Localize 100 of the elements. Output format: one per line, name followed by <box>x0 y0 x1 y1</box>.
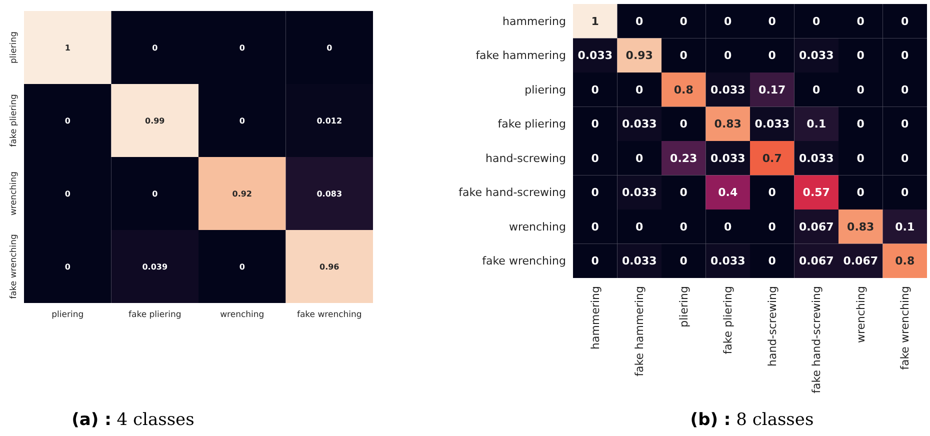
data-label: 0 <box>856 14 865 28</box>
data-label: 0 <box>768 254 776 268</box>
data-label: 0.4 <box>718 186 738 200</box>
data-label: 0.033 <box>710 83 746 96</box>
data-label: 0 <box>591 186 600 200</box>
data-label: 0 <box>636 152 644 165</box>
data-label: 0 <box>152 189 158 198</box>
data-label: 0.1 <box>895 220 915 234</box>
x-tick-label: fake hand-screwing <box>810 286 824 394</box>
data-label: 0 <box>591 254 600 268</box>
data-label: 0.17 <box>758 83 786 96</box>
data-label: 0 <box>239 262 246 272</box>
data-label: 0 <box>901 152 910 165</box>
data-label: 0.23 <box>670 152 698 165</box>
data-label: 0 <box>591 118 600 131</box>
data-label: 0.93 <box>626 49 653 62</box>
x-tick-label: fake pliering <box>722 286 735 354</box>
data-label: 0.067 <box>798 220 834 234</box>
data-label: 0 <box>768 186 776 200</box>
data-label: 0 <box>326 43 333 52</box>
y-tick-label: fake wrenching <box>482 254 566 268</box>
data-label: 0 <box>901 49 910 62</box>
y-tick-label: hand-screwing <box>486 152 566 165</box>
data-label: 0 <box>636 220 644 234</box>
x-tick-label: fake pliering <box>128 310 182 320</box>
x-tick-label: fake wrenching <box>898 286 912 370</box>
data-label: 0 <box>856 83 865 96</box>
y-tick-label: pliering <box>524 83 566 96</box>
data-label: 0 <box>64 116 71 126</box>
data-label: 0.067 <box>843 254 878 268</box>
data-label: 0.033 <box>710 152 746 165</box>
data-label: 0 <box>64 262 71 272</box>
data-label: 0 <box>768 49 776 62</box>
data-label: 0.067 <box>798 254 834 268</box>
data-label: 0 <box>239 116 246 126</box>
data-label: 0 <box>64 189 71 198</box>
data-label: 0 <box>591 152 600 165</box>
x-tick-label: pliering <box>677 286 690 328</box>
data-label: 0.039 <box>142 262 168 272</box>
data-label: 1 <box>64 43 71 52</box>
data-label: 0.8 <box>674 83 694 96</box>
data-label: 0 <box>724 49 732 62</box>
x-tick-label: fake hammering <box>633 286 646 376</box>
y-tick-label: fake hand-screwing <box>458 186 566 200</box>
data-label: 0.033 <box>798 49 834 62</box>
data-label: 0.083 <box>316 189 342 198</box>
data-label: 0 <box>812 14 821 28</box>
data-label: 0 <box>152 43 158 52</box>
data-label: 0.033 <box>754 118 790 131</box>
data-label: 0 <box>768 220 776 234</box>
data-label: 0.8 <box>895 254 915 268</box>
data-label: 0 <box>680 14 688 28</box>
data-label: 0.1 <box>806 118 826 131</box>
data-label: 0 <box>856 186 865 200</box>
data-label: 0 <box>901 186 910 200</box>
data-label: 0 <box>856 152 865 165</box>
data-label: 0.033 <box>710 254 746 268</box>
data-label: 0.033 <box>622 254 657 268</box>
data-label: 0 <box>680 118 688 131</box>
x-tick-label: pliering <box>52 310 84 320</box>
data-label: 0 <box>680 254 688 268</box>
x-tick-label: hand-screwing <box>766 286 779 366</box>
data-label: 0.83 <box>847 220 874 234</box>
x-tick-label: wrenching <box>854 286 868 344</box>
data-label: 0 <box>901 14 910 28</box>
y-tick-label: pliering <box>9 32 19 64</box>
y-tick-label: fake pliering <box>9 94 19 147</box>
data-label: 0 <box>901 118 910 131</box>
x-tick-label: wrenching <box>220 310 264 320</box>
text: (a) : 4 classes <box>72 410 194 430</box>
data-label: 0.033 <box>798 152 834 165</box>
data-label: 0 <box>680 186 688 200</box>
y-tick-label: wrenching <box>508 220 566 234</box>
data-label: 0 <box>680 49 688 62</box>
data-label: 0 <box>901 83 910 96</box>
data-label: 0 <box>856 49 865 62</box>
data-label: 0 <box>856 118 865 131</box>
data-label: 0.033 <box>578 49 613 62</box>
data-label: 0.012 <box>316 116 342 126</box>
data-label: 0.033 <box>622 186 657 200</box>
data-label: 0 <box>636 83 644 96</box>
y-tick-label: hammering <box>502 14 566 28</box>
y-tick-label: fake hammering <box>476 49 566 62</box>
data-label: 0 <box>239 43 246 52</box>
y-tick-label: wrenching <box>9 171 19 216</box>
x-tick-label: fake wrenching <box>296 310 362 320</box>
data-label: 0.96 <box>320 262 340 272</box>
data-label: 0.033 <box>622 118 657 131</box>
text: (b) : 8 classes <box>690 410 814 430</box>
data-label: 0 <box>591 83 600 96</box>
data-label: 0 <box>768 14 776 28</box>
data-label: 0.83 <box>714 118 742 131</box>
data-label: 0.7 <box>762 152 782 165</box>
data-label: 0.92 <box>232 189 252 198</box>
data-label: 0 <box>591 220 600 234</box>
data-label: 0 <box>680 220 688 234</box>
data-label: 0 <box>724 220 732 234</box>
data-label: 0.57 <box>802 186 830 200</box>
data-label: 0 <box>812 83 821 96</box>
data-label: 0 <box>636 14 644 28</box>
